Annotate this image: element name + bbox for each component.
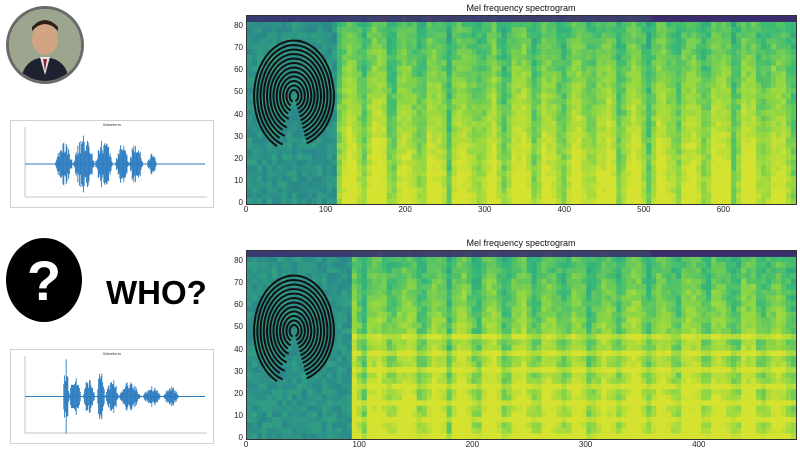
top-spectrogram-ytick: 20 — [234, 153, 243, 163]
bottom-spectrogram-xtick: 300 — [578, 440, 593, 449]
bottom-spectrogram-cells — [247, 251, 796, 439]
bottom-waveform-title: Waveform — [102, 351, 122, 356]
bottom-spectrogram-ytick: 40 — [234, 344, 243, 354]
who-label: WHO? — [106, 274, 207, 311]
top-waveform-title: Waveform — [102, 122, 122, 127]
top-spectrogram-ytick: 70 — [234, 43, 243, 53]
bottom-spectrogram-ytick: 20 — [234, 388, 243, 398]
top-waveform-canvas — [24, 127, 207, 198]
top-spectrogram-ytick: 0 — [238, 198, 243, 207]
top-spectrogram-xtick: 300 — [478, 205, 492, 214]
bottom-spectrogram-ytick: 60 — [234, 300, 243, 310]
bottom-spectrogram-fingerprint-icon — [253, 274, 335, 382]
top-spectrogram-ytick: 50 — [234, 87, 243, 97]
top-spectrogram-xtick: 100 — [318, 205, 333, 214]
top-spectrogram-ytick: 30 — [234, 131, 243, 141]
bottom-spectrogram-plot — [246, 250, 797, 440]
bottom-spectrogram-xtick: 0 — [243, 440, 249, 449]
bottom-waveform-signal — [63, 359, 179, 434]
top-waveform-plot: Waveform — [10, 120, 214, 208]
top-spectrogram-ytick: 40 — [234, 109, 243, 119]
bottom-spectrogram-ytick: 10 — [234, 410, 243, 420]
bottom-waveform-canvas — [24, 356, 207, 434]
bottom-spectrogram-title: Mel frequency spectrogram — [466, 238, 576, 248]
speaker-avatar — [6, 6, 84, 84]
top-spectrogram-ytick: 60 — [234, 65, 243, 75]
bottom-spectrogram-top-band — [247, 251, 796, 257]
top-spectrogram-plot — [246, 15, 797, 205]
person-icon — [9, 9, 81, 81]
bottom-spectrogram-ytick: 50 — [234, 322, 243, 332]
bottom-waveform-plot: Waveform — [10, 349, 214, 444]
top-spectrogram-xtick: 400 — [557, 205, 571, 214]
top-spectrogram-xtick: 0 — [243, 205, 249, 214]
top-spectrogram-ytick: 80 — [234, 21, 243, 31]
bottom-spectrogram-xtick: 400 — [692, 440, 706, 449]
bottom-spectrogram-ytick: 0 — [238, 433, 243, 442]
bottom-spectrogram-ytick: 30 — [234, 366, 243, 376]
top-spectrogram-xtick: 500 — [637, 205, 651, 214]
top-spectrogram-top-band — [247, 16, 796, 22]
question-mark-icon: ? — [6, 238, 82, 322]
bottom-spectrogram-xtick: 200 — [465, 440, 480, 449]
bottom-spectrogram-heatmap — [247, 251, 796, 439]
bottom-spectrogram-ytick: 80 — [234, 256, 243, 266]
top-spectrogram-fingerprint-icon — [253, 39, 335, 147]
top-spectrogram-ytick: 10 — [234, 175, 243, 185]
top-waveform-signal — [55, 135, 158, 193]
bottom-spectrogram-xtick: 100 — [352, 440, 366, 449]
top-spectrogram-title: Mel frequency spectrogram — [466, 3, 576, 13]
top-spectrogram-xtick: 600 — [716, 205, 731, 214]
bottom-spectrogram-ytick: 70 — [234, 278, 243, 288]
top-spectrogram-xtick: 200 — [398, 205, 412, 214]
top-spectrogram-heatmap — [247, 16, 796, 204]
